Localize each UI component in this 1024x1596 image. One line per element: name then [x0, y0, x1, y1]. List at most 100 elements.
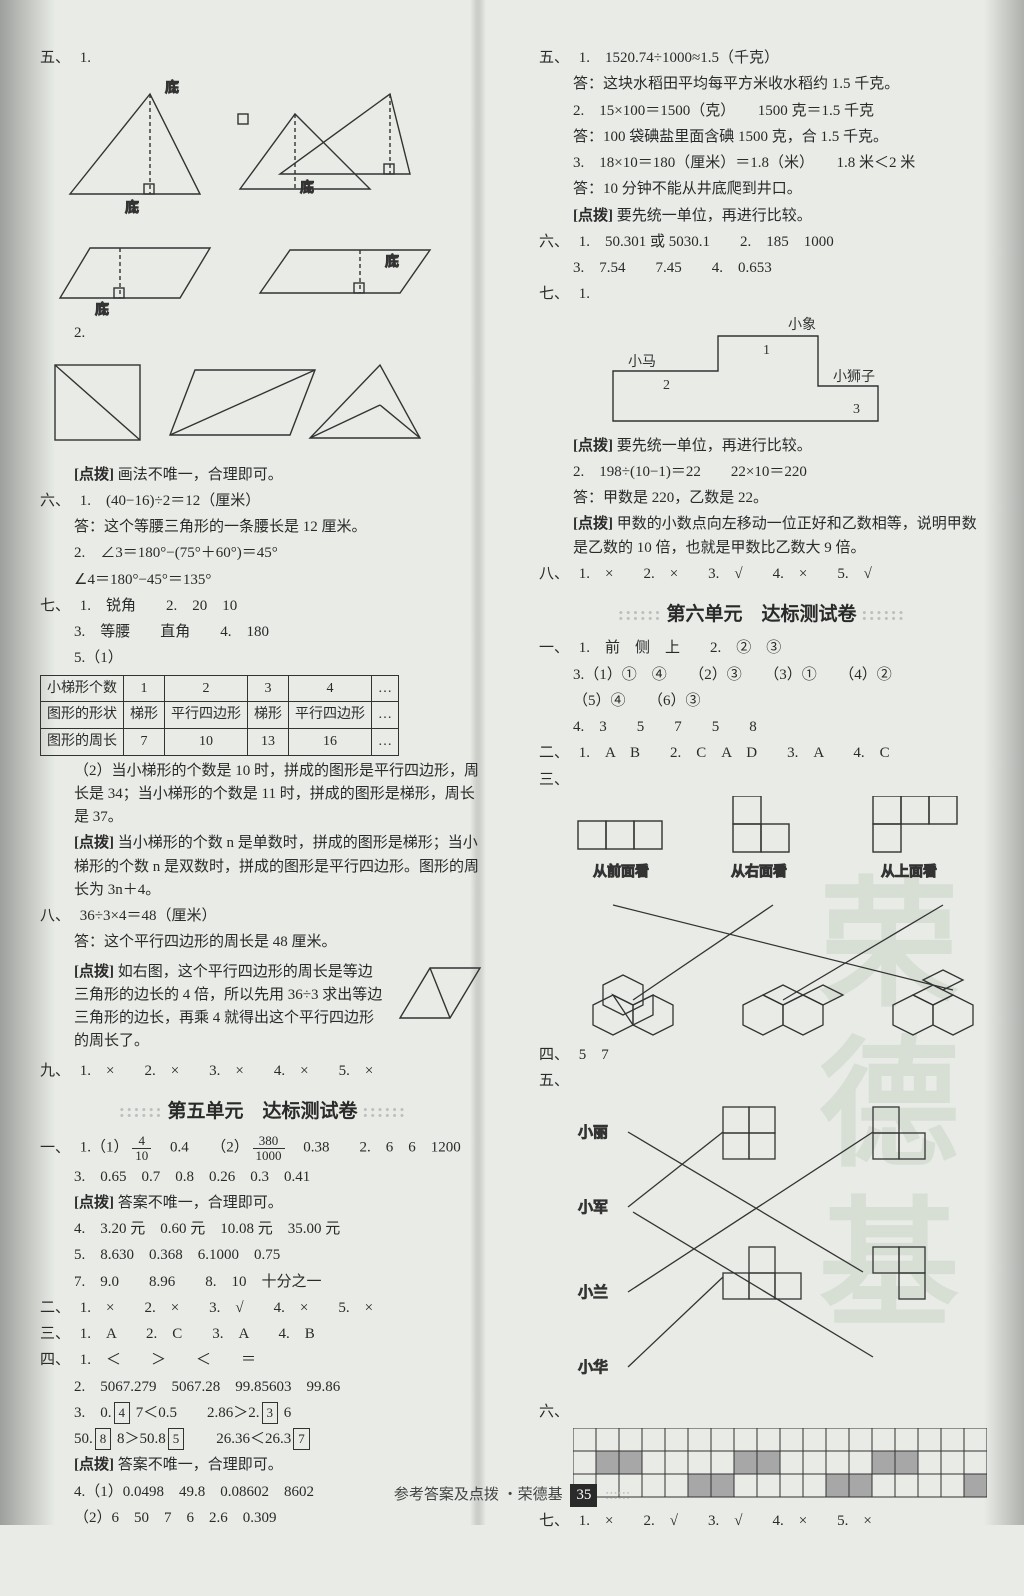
unit5-heading: :::::: 第五单元 达标测试卷 :::::: [40, 1097, 485, 1126]
u5-4-2: 2. 5067.279 5067.28 99.85603 99.86 [74, 1376, 485, 1399]
fig-iso-match [573, 890, 993, 1040]
u5-1-note: 答案不唯一，合理即可。 [118, 1195, 283, 1211]
u5-4-1: 1. ＜ ＞ ＜ ＝ [80, 1352, 256, 1368]
q5-2-tag: 2. [74, 322, 94, 345]
sec-8-tag: 八、 [40, 905, 70, 928]
label-n2: 2 [663, 378, 670, 393]
q8-1a: 答：这个平行四边形的周长是 48 厘米。 [74, 931, 485, 954]
note-label-8: 点拨 [74, 964, 114, 980]
label-n3: 3 [853, 402, 860, 417]
u5-3: 1. A 2. C 3. A 4. B [80, 1326, 315, 1342]
u6-4-tag: 四、 [539, 1044, 569, 1067]
u6-7: 1. × 2. √ 3. √ 4. × 5. × [579, 1513, 872, 1529]
q6-2a: ∠4＝180°−45°＝135° [74, 569, 485, 592]
r-7-1-tag: 1. [579, 283, 599, 306]
right-column: 五、 1. 1520.74÷1000≈1.5（千克） 答：这块水稻田平均每平方米… [539, 44, 984, 1536]
page-number: 35 [570, 1484, 597, 1507]
label-di-3: 底 [300, 180, 314, 196]
fig-5-1-triangles: 底 底 底 [40, 74, 440, 234]
r-5-3: 3. 18×10＝180（厘米）＝1.8（米） 1.8 米＜2 米 [573, 152, 984, 175]
note-label-5: 点拨 [74, 467, 114, 483]
fig-three-views: 从前面看 从右面看 从上面看 [573, 796, 993, 886]
u5-1-4: 5. 8.630 0.368 6.1000 0.75 [74, 1244, 485, 1267]
r-5-1a: 答：这块水稻田平均每平方米收水稻约 1.5 千克。 [573, 73, 984, 96]
label-di-4: 底 [95, 302, 109, 318]
u5-4-4c: 8＞50.8 [113, 1431, 166, 1447]
u6-2-tag: 二、 [539, 742, 569, 765]
r-5-3a: 答：10 分钟不能从井底爬到井口。 [573, 178, 984, 201]
label-right: 从右面看 [731, 864, 787, 880]
u6-1-tag: 一、 [539, 637, 569, 660]
r-sec7-tag: 七、 [539, 283, 569, 306]
u6-2: 1. A B 2. C A D 3. A 4. C [579, 745, 890, 761]
sec-5-tag: 五、 [40, 47, 70, 70]
fig-5-1-quads: 底 底 [40, 238, 440, 318]
label-n1: 1 [763, 343, 770, 358]
boxed-digit: 7 [293, 1428, 310, 1450]
u5-4-tag: 四、 [40, 1349, 70, 1372]
label-di-2: 底 [165, 80, 179, 96]
u5-1-3: 4. 3.20 元 0.60 元 10.08 元 35.00 元 [74, 1218, 485, 1241]
label-di-1: 底 [125, 200, 139, 216]
u5-4-3e: 6 [280, 1405, 291, 1421]
u6-7-tag: 七、 [539, 1510, 569, 1533]
u5-2: 1. × 2. × 3. √ 4. × 5. × [80, 1300, 373, 1316]
u5-1-tag: 一、 [40, 1137, 70, 1160]
q7-1: 1. 锐角 2. 20 10 [80, 598, 238, 614]
u5-1-5: 7. 9.0 8.96 8. 10 十分之一 [74, 1271, 485, 1294]
u6-1-2: 3.（1）① ④ （2）③ （3）① （4）② [573, 664, 984, 687]
boxed-digit: 4 [114, 1402, 131, 1424]
sec-6-tag: 六、 [40, 490, 70, 513]
r-7-2a: 答：甲数是 220，乙数是 22。 [573, 487, 984, 510]
u5-1-1-mid: 0.4 （2） [155, 1140, 249, 1156]
table-row: 图形的形状 梯形 平行四边形 梯形 平行四边形 … [41, 702, 399, 729]
label-xiang: 小象 [788, 317, 816, 333]
fig-parallelogram-icon [395, 958, 485, 1028]
fraction-1: 410 [132, 1134, 151, 1162]
fig-5-2-shapes [40, 350, 440, 460]
r-5-2a: 答：100 袋碘盐里面含碘 1500 克，合 1.5 千克。 [573, 126, 984, 149]
r-5-2: 2. 15×100＝1500（克） 1500 克＝1.5 千克 [573, 100, 984, 123]
u5-4-3a: 3. 0. [74, 1405, 112, 1421]
boxed-digit: 5 [168, 1428, 185, 1450]
note-7-text: 当小梯形的个数 n 是单数时，拼成的图形是梯形；当小梯形的个数 n 是双数时，拼… [74, 835, 479, 898]
u5-2-tag: 二、 [40, 1297, 70, 1320]
r-sec8-tag: 八、 [539, 563, 569, 586]
r-sec5-tag: 五、 [539, 47, 569, 70]
u6-3-tag: 三、 [539, 769, 569, 792]
page-footer: 参考答案及点拨 ・荣德基 35 :::::: [0, 1484, 1024, 1507]
r-8: 1. × 2. × 3. √ 4. × 5. √ [579, 566, 872, 582]
u6-1-3: （5）④ （6）③ [573, 690, 984, 713]
r-7-2: 2. 198÷(10−1)＝22 22×10＝220 [573, 461, 984, 484]
table-row: 小梯形个数 1 2 3 4 … [41, 675, 399, 702]
label-shizi: 小狮子 [833, 369, 875, 385]
u5-4-3c: 7＜0.5 2.86＞2. [132, 1405, 260, 1421]
q5-1-tag: 1. [80, 47, 100, 70]
label-front: 从前面看 [593, 863, 649, 880]
sec-9-tag: 九、 [40, 1060, 70, 1083]
label-xiaolan: 小兰 [578, 1284, 608, 1301]
u5-3-tag: 三、 [40, 1323, 70, 1346]
u6-5-tag: 五、 [539, 1070, 569, 1093]
footer-text: 参考答案及点拨 ・荣德基 [394, 1487, 563, 1503]
r-6-1: 1. 50.301 或 5030.1 2. 185 1000 [579, 234, 834, 250]
u6-1-1: 1. 前 侧 上 2. ② ③ [579, 640, 782, 656]
r-7-note2-label: 点拨 [573, 516, 613, 532]
label-ma: 小马 [628, 354, 656, 370]
note-5-text: 画法不唯一，合理即可。 [118, 467, 283, 483]
note-8-text: 如右图，这个平行四边形的周长是等边三角形的边长的 4 倍，所以先用 36÷3 求… [74, 964, 382, 1050]
q9-1: 1. × 2. × 3. × 4. × 5. × [80, 1063, 374, 1079]
label-xiaoli: 小丽 [578, 1124, 608, 1141]
u6-4: 5 7 [579, 1047, 609, 1063]
unit6-heading: :::::: 第六单元 达标测试卷 :::::: [539, 600, 984, 629]
fraction-2: 3801000 [253, 1134, 285, 1162]
u5-1-1-post: 0.38 2. 6 6 1200 [288, 1140, 461, 1156]
label-xiaojun: 小军 [578, 1199, 608, 1216]
label-xiaohua: 小华 [578, 1359, 608, 1376]
q7-4: （2）当小梯形的个数是 10 时，拼成的图形是平行四边形，周长是 34；当小梯形… [74, 760, 485, 830]
u5-4-note-label: 点拨 [74, 1457, 114, 1473]
q6-2: 2. ∠3＝180°−(75°＋60°)＝45° [74, 542, 485, 565]
u6-6-tag: 六、 [539, 1401, 569, 1424]
u6-1-4: 4. 3 5 7 5 8 [573, 716, 984, 739]
q8-1: 36÷3×4＝48（厘米） [80, 908, 217, 924]
